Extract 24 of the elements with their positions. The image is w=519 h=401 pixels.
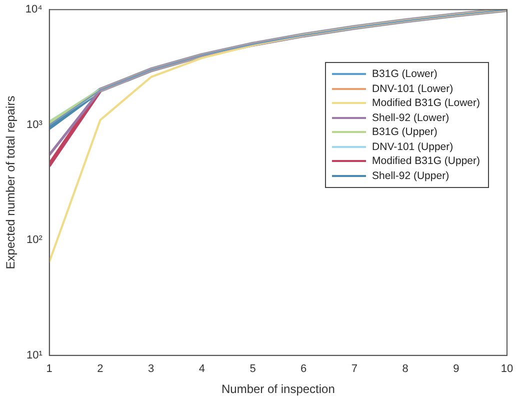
x-tick-label: 7 [351, 363, 358, 376]
x-tick-label: 10 [500, 363, 514, 376]
y-tick-label: 10¹ [26, 349, 43, 362]
x-tick-label: 2 [97, 363, 104, 376]
legend-label: Modified B31G (Lower) [372, 96, 480, 110]
y-tick-label: 10⁴ [25, 4, 43, 16]
x-tick-label: 5 [250, 363, 256, 376]
x-tick-label: 8 [402, 363, 408, 376]
legend-label: Modified B31G (Upper) [372, 154, 480, 168]
x-tick-label: 9 [453, 363, 460, 376]
legend-label: Shell-92 (Lower) [372, 110, 450, 125]
y-tick-label: 10² [26, 234, 43, 246]
legend-label: DNV-101 (Lower) [372, 82, 454, 96]
x-axis-title: Number of inspection [221, 382, 335, 396]
x-tick-label: 3 [148, 363, 154, 376]
y-axis-title: Expected number of total repairs [4, 96, 18, 270]
legend-label: DNV-101 (Upper) [372, 140, 454, 154]
x-tick-label: 6 [300, 363, 307, 376]
y-tick-label: 10³ [26, 118, 43, 131]
legend-label: B31G (Upper) [372, 125, 438, 140]
x-tick-label: 4 [198, 363, 205, 376]
legend-label: Shell-92 (Upper) [372, 168, 450, 183]
legend-label: B31G (Lower) [372, 67, 438, 82]
x-tick-label: 1 [46, 363, 52, 376]
